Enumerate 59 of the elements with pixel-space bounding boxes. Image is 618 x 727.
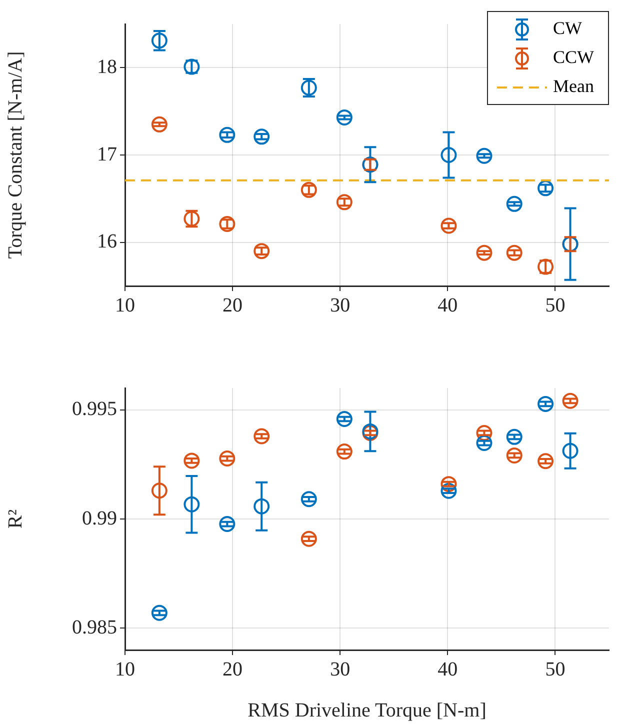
y-tick-label: 0.99 <box>82 507 117 530</box>
x-axis-title: RMS Driveline Torque [N-m] <box>248 699 486 722</box>
y-tick-label: 0.995 <box>72 398 117 420</box>
legend-label: CW <box>553 18 582 38</box>
legend-label: Mean <box>553 76 594 96</box>
point <box>538 396 554 412</box>
y-axis-title: R² <box>4 509 26 529</box>
point <box>336 109 352 126</box>
point <box>219 126 236 143</box>
x-tick-label: 20 <box>222 294 243 316</box>
point <box>184 496 200 512</box>
point <box>562 442 578 459</box>
x-tick-label: 20 <box>222 658 243 680</box>
point <box>254 243 270 260</box>
x-tick-label: 40 <box>438 658 458 680</box>
point <box>538 453 554 470</box>
point <box>440 482 457 499</box>
legend-label: CCW <box>553 47 594 68</box>
point <box>219 516 236 532</box>
point <box>151 482 168 499</box>
point <box>254 428 270 444</box>
point <box>336 411 352 428</box>
point <box>538 180 554 196</box>
y-tick-label: 0.985 <box>72 616 117 638</box>
point <box>506 447 522 464</box>
x-tick-label: 50 <box>545 658 566 680</box>
point <box>219 450 236 467</box>
point <box>300 530 317 547</box>
point <box>476 244 492 261</box>
point <box>254 128 270 145</box>
point <box>562 392 578 409</box>
x-tick-label: 40 <box>438 294 458 316</box>
point <box>336 444 352 460</box>
point <box>440 218 457 234</box>
point <box>506 196 522 212</box>
x-tick-label: 10 <box>115 294 135 316</box>
point <box>476 424 492 441</box>
point <box>184 452 200 469</box>
y-axis-title: Torque Constant [N-m/A] <box>4 51 26 259</box>
point <box>476 148 492 164</box>
x-tick-label: 30 <box>330 294 350 316</box>
point <box>336 194 352 210</box>
y-tick-label: 16 <box>97 230 117 253</box>
point <box>151 604 168 621</box>
x-tick-label: 30 <box>330 658 350 680</box>
x-tick-label: 50 <box>545 294 566 316</box>
y-tick-label: 17 <box>97 143 117 166</box>
x-tick-label: 10 <box>115 658 135 680</box>
point <box>476 435 492 452</box>
point <box>506 244 522 261</box>
point <box>440 147 457 163</box>
point <box>219 216 236 232</box>
point <box>254 498 270 514</box>
point <box>151 116 168 132</box>
point <box>506 428 522 445</box>
point <box>300 182 317 198</box>
point <box>440 476 457 492</box>
y-tick-label: 18 <box>97 56 117 78</box>
point <box>300 491 317 508</box>
